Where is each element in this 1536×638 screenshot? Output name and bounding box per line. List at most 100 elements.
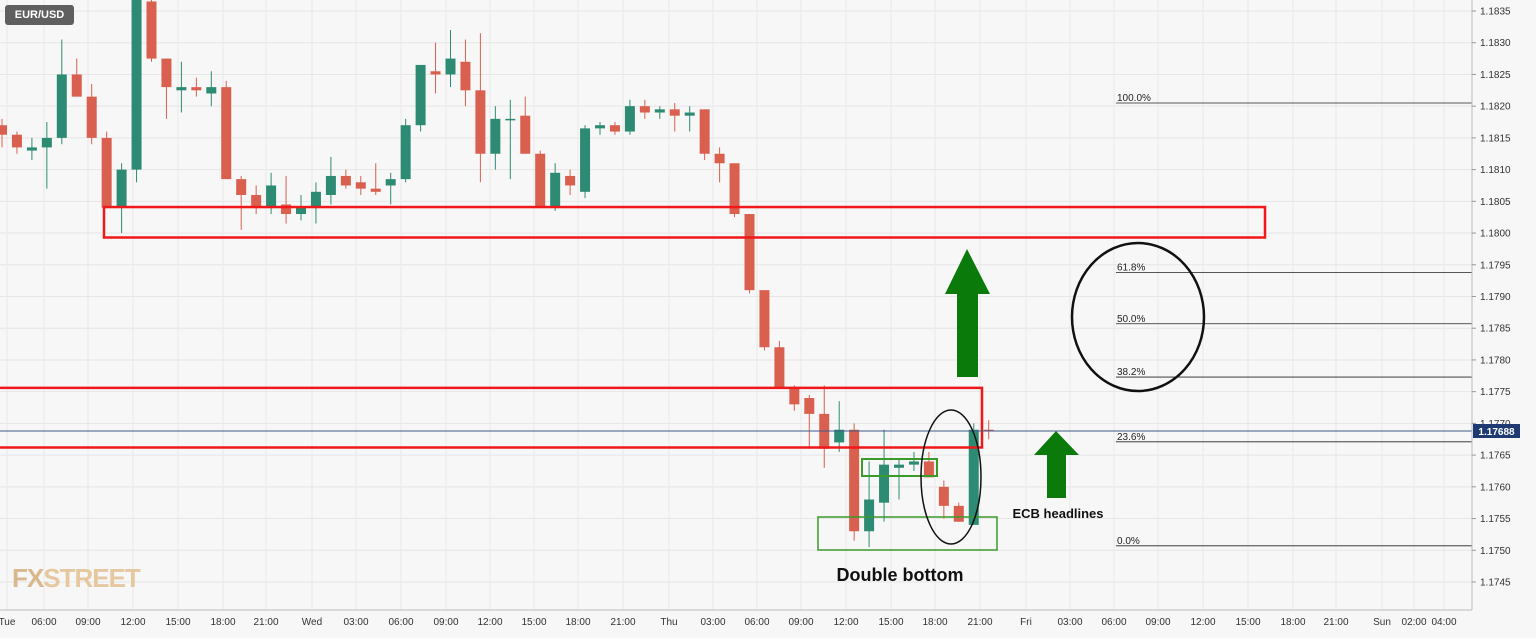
symbol-label: EUR/USD (14, 9, 65, 21)
candle-body (550, 172, 561, 208)
logo-part-street: STREET (43, 563, 141, 593)
y-tick-label: 1.1815 (1480, 133, 1511, 144)
y-tick-label: 1.1750 (1480, 546, 1511, 557)
candle-body (41, 137, 52, 148)
x-tick-label: 21:00 (253, 617, 278, 628)
candle-body (86, 96, 97, 138)
x-tick-label: 09:00 (1145, 617, 1170, 628)
y-tick-label: 1.1745 (1480, 578, 1511, 589)
resistance-zone-2 (0, 386, 984, 449)
consolidation-box (861, 458, 938, 477)
candle-body (11, 134, 22, 148)
candle-body (714, 153, 725, 164)
candle-body (0, 125, 7, 135)
candle-body (430, 71, 441, 75)
y-tick-label: 1.1785 (1480, 324, 1511, 335)
y-tick-label: 1.1790 (1480, 292, 1511, 303)
logo-part-fx: FX (12, 563, 44, 593)
candle-body (460, 61, 471, 91)
x-tick-label: 02:00 (1401, 617, 1426, 628)
candle-body (266, 185, 277, 208)
candle-body (206, 87, 217, 94)
x-tick-label: 09:00 (433, 617, 458, 628)
x-tick-label: 03:00 (343, 617, 368, 628)
candle-body (923, 461, 934, 478)
fib-level-label: 50.0% (1117, 314, 1145, 325)
axes: 1.1835 1.1830 1.1825 1.1820 1.1815 1.1810 1.18… (0, 0, 1520, 628)
candle-body (789, 388, 800, 405)
candle-body (490, 118, 501, 154)
fib-level-label: 23.6% (1117, 432, 1145, 443)
candle-body (639, 106, 650, 113)
candle-body (520, 115, 531, 154)
x-tick-label: 06:00 (1101, 617, 1126, 628)
x-tick-label: 06:00 (388, 617, 413, 628)
x-tick-label: 12:00 (1190, 617, 1215, 628)
candle-body (400, 125, 411, 180)
x-tick-label: Fri (1020, 617, 1032, 628)
candle-body (654, 109, 665, 113)
candle-body (580, 128, 591, 192)
y-tick-label: 1.1825 (1480, 70, 1511, 81)
ecb-candle-ellipse (920, 409, 982, 545)
candle-body (953, 505, 964, 522)
y-tick-label: 1.1810 (1480, 165, 1511, 176)
candle-body (684, 112, 695, 116)
candle-body (983, 429, 994, 432)
y-tick-label: 1.1830 (1480, 38, 1511, 49)
big-up-arrow (945, 249, 990, 377)
last-price-label: 1.17688 (1478, 427, 1515, 438)
x-tick-label: 09:00 (75, 617, 100, 628)
candle-body (968, 429, 979, 525)
y-tick-label: 1.1795 (1480, 260, 1511, 271)
candle-body (415, 64, 426, 126)
last-price-badge (1473, 424, 1520, 439)
x-tick-label: 15:00 (1235, 617, 1260, 628)
candle-body (131, 0, 142, 170)
candle-body (804, 398, 815, 414)
candle-body (325, 175, 336, 195)
candle-body (310, 191, 321, 208)
candle-body (281, 204, 292, 215)
x-tick-label: Thu (660, 617, 677, 628)
x-tick-label: 03:00 (1057, 617, 1082, 628)
candle-body (759, 290, 770, 348)
y-tick-label: 1.1835 (1480, 7, 1511, 18)
x-tick-label: 15:00 (878, 617, 903, 628)
candle-body (849, 429, 860, 532)
candle-body (729, 163, 740, 215)
candle-body (879, 464, 890, 503)
x-tick-label: 12:00 (833, 617, 858, 628)
candle-body (938, 486, 949, 506)
candle-body (146, 1, 157, 59)
x-tick-label: 18:00 (922, 617, 947, 628)
candle-body (101, 137, 112, 208)
y-tick-label: 1.1765 (1480, 451, 1511, 462)
candle-body (71, 74, 82, 97)
candle-body (535, 153, 546, 208)
candle-body (595, 125, 605, 129)
x-tick-label: 06:00 (744, 617, 769, 628)
candle-body (26, 147, 37, 151)
y-tick-label: 1.1780 (1480, 355, 1511, 366)
y-tick-label: 1.1755 (1480, 514, 1511, 525)
symbol-badge[interactable]: EUR/USD (5, 5, 74, 25)
double-bottom-label: Double bottom (837, 565, 964, 585)
candle-body (699, 109, 710, 154)
x-tick-label: 18:00 (210, 617, 235, 628)
candle-body (864, 499, 875, 532)
candle-body (609, 125, 620, 132)
x-tick-label: Wed (302, 617, 322, 628)
candle-body (340, 175, 351, 186)
small-up-arrow (1034, 431, 1079, 498)
ecb-headlines-label: ECB headlines (1012, 506, 1103, 521)
y-tick-label: 1.1800 (1480, 229, 1511, 240)
x-tick-label: 12:00 (120, 617, 145, 628)
candle-body (894, 464, 904, 468)
x-tick-label: 15:00 (165, 617, 190, 628)
x-tick-label: 18:00 (1280, 617, 1305, 628)
candle-body (834, 429, 845, 443)
y-tick-label: 1.1805 (1480, 197, 1511, 208)
